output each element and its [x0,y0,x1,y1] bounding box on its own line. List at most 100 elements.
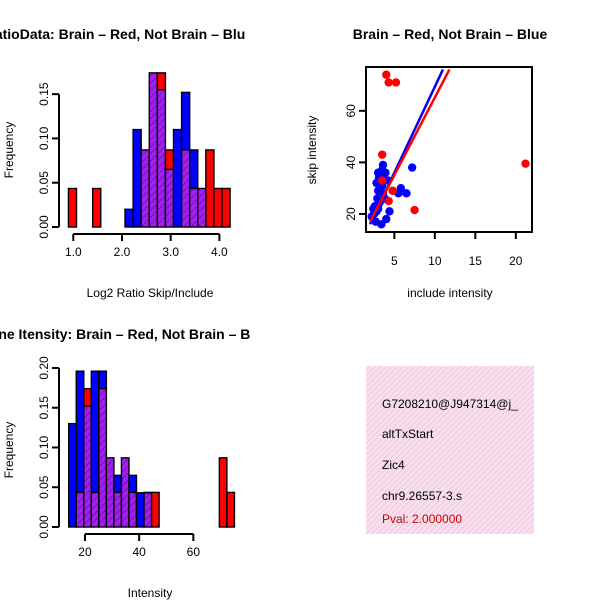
scatter-point-not-brain [381,168,390,177]
ratio-bar-brain [91,187,102,228]
intensity-x-tick-label: 20 [78,545,92,559]
ratio-histogram-bars [67,72,231,228]
scatter-point-not-brain [396,183,406,193]
scatter-x-tick-label: 10 [428,254,442,268]
ratio-bar-not-brain [132,128,142,228]
intensity-bar-not-brain [75,370,85,494]
intensity-y-tick-label: 0.20 [37,356,51,380]
info-event-type: altTxStart [382,427,434,441]
scatter-point-brain [377,150,387,159]
intensity-histogram: Gene Itensity: Brain – Red, Not Brain – … [0,326,250,600]
info-panel-background [366,366,534,534]
ratio-y-tick-label: 0.10 [37,126,51,150]
intensity-bar-brain [83,387,93,407]
ratio-bar-brain [164,149,175,171]
intensity-bar-not-brain [113,474,123,494]
intensity-y-tick-label: 0.05 [37,475,51,499]
scatter-x-tick-label: 20 [509,254,523,268]
info-gene: Zic4 [382,458,405,472]
intensity-x-tick-label: 60 [187,545,201,559]
ratio-x-tick-label: 2.0 [114,245,131,259]
info-location: chr9.26557-3.s [382,489,462,503]
scatter-y-tick-label: 40 [344,155,358,169]
scatter-point-brain [384,78,393,87]
intensity-bar-overlap-hatch [121,457,129,527]
ratio-bar-not-brain [180,91,191,151]
ratio-histogram: RatioData: Brain – Red, Not Brain – Blu … [0,26,245,300]
scatter-ylabel: skip intensity [305,116,319,185]
scatter-point-not-brain [385,207,394,216]
scatter-y-tick-label: 60 [344,104,358,118]
intensity-histogram-bars [68,370,236,528]
intensity-histogram-title: Gene Itensity: Brain – Red, Not Brain – … [0,326,250,342]
scatter-point-brain [377,176,387,185]
ratio-y-tick-label: 0.15 [37,82,51,106]
ratio-histogram-xlabel: Log2 Ratio Skip/Include [87,286,214,300]
ratio-bar-brain [156,72,167,91]
intensity-bar-not-brain [68,422,77,528]
intensity-bar-overlap-hatch [76,492,84,527]
info-panel: G7208210@J947314@j_ altTxStart Zic4 chr9… [366,366,534,534]
ratio-bar-overlap-hatch [157,89,166,227]
scatter-y-tick-label: 20 [344,207,358,221]
scatter-fit-brain [368,68,451,223]
intensity-histogram-xlabel: Intensity [128,586,173,600]
ratio-histogram-axes: 1.0 2.0 3.0 4.0 0.00 0.05 0.10 0.15 [37,82,228,259]
ratio-bar-overlap-hatch [149,72,158,227]
ratio-histogram-title: RatioData: Brain – Red, Not Brain – Blu [0,26,245,42]
intensity-bar-overlap-hatch [128,492,137,527]
ratio-bar-brain [205,149,215,228]
scatter-title: Brain – Red, Not Brain – Blue [353,26,548,42]
intensity-bar-brain [218,457,228,528]
info-pval: Pval: 2.000000 [382,512,462,526]
ratio-bar-brain [67,187,78,228]
intensity-scatter: Brain – Red, Not Brain – Blue 5 10 15 20 20 4… [305,26,547,300]
scatter-point-brain [521,159,530,168]
intensity-bar-not-brain [135,492,145,528]
ratio-bar-overlap-hatch [141,149,150,227]
intensity-bar-brain [226,491,236,528]
intensity-x-tick-label: 40 [132,545,146,559]
ratio-bar-not-brain [172,128,183,228]
scatter-x-tick-label: 15 [469,254,483,268]
ratio-y-tick-label: 0.00 [37,215,51,239]
ratio-bar-brain [213,187,223,228]
intensity-bar-overlap-hatch [113,492,122,527]
intensity-bar-overlap-hatch [91,492,99,527]
scatter-point-not-brain [382,214,391,224]
scatter-fit-lines [368,68,451,225]
scatter-point-brain [384,196,393,206]
ratio-bar-not-brain [124,208,134,228]
ratio-x-tick-label: 4.0 [211,245,228,259]
intensity-y-tick-label: 0.15 [37,396,51,420]
intensity-y-tick-label: 0.10 [37,435,51,459]
scatter-point-brain [382,70,391,79]
ratio-x-tick-label: 1.0 [65,245,82,259]
scatter-x-tick-label: 5 [391,254,398,268]
ratio-bar-overlap-hatch [189,188,198,227]
intensity-bar-not-brain [98,370,108,390]
ratio-y-tick-label: 0.05 [37,171,51,195]
intensity-y-tick-label: 0.00 [37,515,51,539]
scatter-point-brain [410,205,419,215]
scatter-xlabel: include intensity [407,286,492,300]
ratio-bar-overlap-hatch [165,169,174,227]
intensity-bar-overlap-hatch [98,388,107,527]
intensity-bar-overlap-hatch [106,457,114,527]
intensity-bar-brain [150,491,160,528]
ratio-x-tick-label: 3.0 [162,245,179,259]
scatter-point-not-brain [378,160,388,170]
ratio-bar-not-brain [188,149,199,190]
scatter-point-not-brain [407,163,417,172]
intensity-histogram-ylabel: Frequency [2,422,16,479]
intensity-histogram-axes: 20 40 60 0.00 0.05 0.10 0.15 0.20 [37,356,200,559]
intensity-bar-not-brain [128,474,138,494]
intensity-bar-overlap-hatch [83,406,92,527]
scatter-axes: 5 10 15 20 20 40 60 [344,66,533,268]
intensity-bar-not-brain [90,370,100,494]
info-event-id: G7208210@J947314@j_ [382,397,518,411]
scatter-point-not-brain [402,189,411,198]
ratio-bar-overlap-hatch [197,188,206,227]
scatter-points [367,70,530,229]
